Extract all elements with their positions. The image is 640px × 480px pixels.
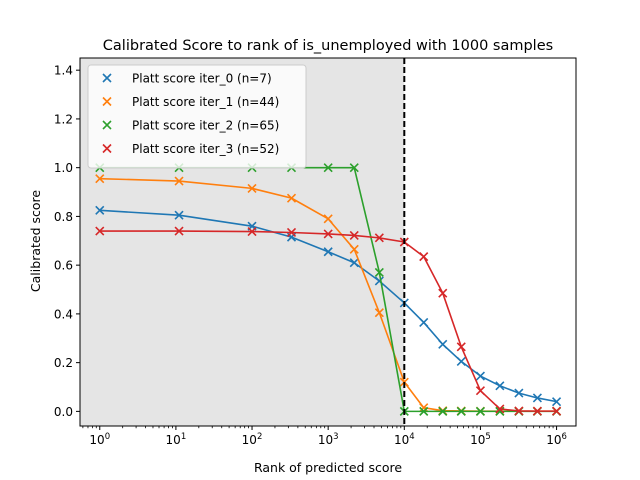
data-point <box>374 308 384 318</box>
legend-label: Platt score iter_2 (n=65) <box>132 119 279 133</box>
data-point <box>419 252 429 262</box>
data-point <box>495 404 505 414</box>
data-point <box>475 386 485 396</box>
series-3 <box>95 226 562 416</box>
chart-title: Calibrated Score to rank of is_unemploye… <box>103 38 553 54</box>
data-point <box>419 406 429 416</box>
data-point <box>286 227 297 238</box>
y-tick-label: 0.6 <box>54 259 73 273</box>
data-point <box>323 247 333 257</box>
data-point <box>374 267 384 278</box>
y-tick-label: 0.4 <box>54 307 73 321</box>
legend-item: Platt score iter_2 (n=65) <box>102 119 279 133</box>
legend-marker <box>102 143 112 154</box>
data-point <box>286 193 297 203</box>
data-point <box>438 406 448 416</box>
data-point <box>532 393 542 403</box>
x-tick-label: 104 <box>394 432 415 447</box>
data-point <box>323 214 333 224</box>
x-tick-label: 103 <box>318 432 339 447</box>
legend-item: Platt score iter_3 (n=52) <box>102 142 279 156</box>
data-point <box>456 342 466 352</box>
data-point <box>551 406 562 416</box>
data-point <box>475 371 485 381</box>
data-point <box>349 163 359 173</box>
data-point <box>419 317 429 327</box>
data-point <box>349 230 359 240</box>
data-point <box>174 226 184 236</box>
data-point <box>419 403 429 413</box>
data-point <box>95 174 105 184</box>
data-point <box>247 183 257 193</box>
data-point <box>551 397 562 407</box>
legend-label: Platt score iter_3 (n=52) <box>132 142 279 156</box>
x-axis-ticks: 100 101 102 103 104 105 106 <box>82 426 567 447</box>
y-axis-label: Calibrated score <box>28 190 43 292</box>
x-tick-label: 106 <box>546 432 567 447</box>
legend-item: Platt score iter_0 (n=7) <box>102 72 272 86</box>
data-point <box>438 288 448 298</box>
x-tick-label: 100 <box>89 432 110 447</box>
y-tick-label: 0.0 <box>54 405 73 419</box>
y-tick-label: 1.2 <box>54 112 73 126</box>
legend-label: Platt score iter_1 (n=44) <box>132 95 279 109</box>
y-tick-label: 1.0 <box>54 161 73 175</box>
x-axis-label: Rank of predicted score <box>254 460 402 475</box>
data-point <box>95 226 105 236</box>
series-line <box>99 230 557 412</box>
x-tick-label: 101 <box>166 432 187 447</box>
data-point <box>323 229 333 239</box>
data-point <box>456 356 466 366</box>
y-tick-label: 0.2 <box>54 356 73 370</box>
data-point <box>95 205 105 215</box>
data-point <box>456 406 466 416</box>
x-tick-label: 102 <box>242 432 263 447</box>
data-point <box>532 406 542 416</box>
legend-item: Platt score iter_1 (n=44) <box>102 95 279 109</box>
data-point <box>349 258 359 268</box>
data-point <box>247 226 257 237</box>
data-point <box>323 163 333 173</box>
data-point <box>438 339 448 349</box>
legend-marker <box>102 73 112 83</box>
data-point <box>514 388 524 398</box>
data-point <box>495 381 505 391</box>
legend-marker <box>102 120 112 130</box>
x-tick-label: 105 <box>470 432 491 447</box>
legend-marker <box>102 96 112 107</box>
data-point <box>514 406 524 416</box>
legend-label: Platt score iter_0 (n=7) <box>132 72 272 86</box>
y-axis-ticks: 0.0 0.2 0.4 0.6 0.8 1.0 1.2 1.4 <box>54 64 80 419</box>
data-point <box>475 406 485 416</box>
data-point <box>174 210 184 220</box>
data-point <box>374 233 384 243</box>
data-point <box>349 244 359 254</box>
legend: Platt score iter_0 (n=7) Platt score iter… <box>87 64 307 169</box>
y-tick-label: 1.4 <box>54 64 73 78</box>
data-point <box>174 176 184 186</box>
y-tick-label: 0.8 <box>54 210 73 224</box>
legend-box <box>87 64 307 169</box>
